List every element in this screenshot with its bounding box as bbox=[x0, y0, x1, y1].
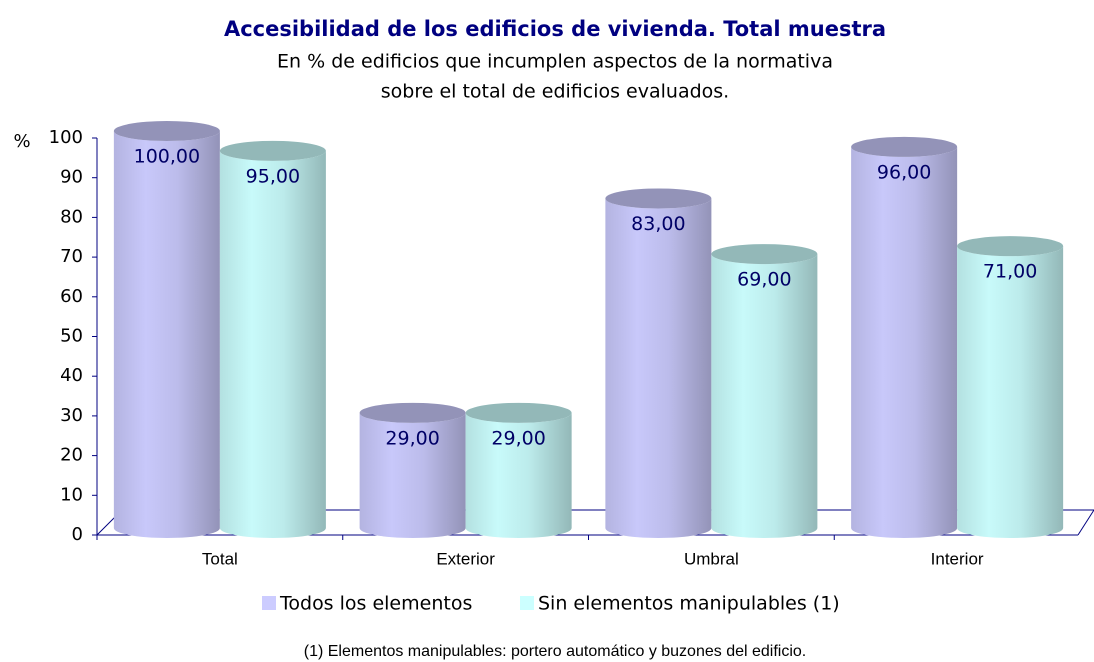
bar-shade bbox=[113, 131, 220, 538]
y-tick-label: 100 bbox=[49, 127, 83, 148]
bar-top-shade bbox=[851, 136, 958, 157]
bar-shade bbox=[465, 412, 572, 538]
legend-label: Sin elementos manipulables (1) bbox=[538, 593, 840, 615]
chart-title: Accesibilidad de los edificios de vivien… bbox=[224, 17, 886, 41]
bar-top-shade bbox=[605, 188, 712, 209]
bar-top bbox=[605, 188, 712, 209]
bar-shade bbox=[711, 254, 818, 538]
bar-top-shade bbox=[113, 121, 220, 141]
y-tick-label: 60 bbox=[60, 286, 83, 307]
y-tick-label: 90 bbox=[60, 167, 83, 188]
value-label: 95,00 bbox=[246, 165, 300, 187]
x-tick-label: Interior bbox=[931, 549, 984, 568]
x-tick-label: Umbral bbox=[684, 549, 739, 568]
bar-top bbox=[113, 121, 220, 141]
y-tick-label: 80 bbox=[60, 206, 83, 227]
x-tick-label: Total bbox=[202, 549, 238, 568]
y-tick-label: 30 bbox=[60, 405, 83, 426]
bar-top bbox=[359, 402, 466, 423]
legend-label: Todos los elementos bbox=[279, 593, 472, 615]
bar-top-shade bbox=[219, 140, 326, 161]
chart-subtitle: En % de edificios que incumplen aspectos… bbox=[277, 51, 833, 73]
value-label: 69,00 bbox=[737, 269, 791, 291]
value-label: 29,00 bbox=[385, 427, 439, 449]
value-label: 29,00 bbox=[491, 427, 545, 449]
bar-top bbox=[465, 402, 572, 423]
y-tick-label: 20 bbox=[60, 445, 83, 466]
bar-shade bbox=[359, 412, 466, 538]
chart-subtitle: sobre el total de edificios evaluados. bbox=[381, 81, 729, 103]
bar-shade bbox=[851, 146, 958, 538]
legend-swatch bbox=[262, 596, 276, 610]
bar-top bbox=[219, 140, 326, 161]
y-axis-label: % bbox=[13, 131, 30, 152]
x-tick-label: Exterior bbox=[436, 549, 495, 568]
value-label: 96,00 bbox=[877, 161, 931, 183]
bar-top-shade bbox=[465, 402, 572, 423]
bar-top bbox=[851, 136, 958, 157]
bar-top-shade bbox=[711, 244, 818, 265]
legend-swatch bbox=[520, 596, 534, 610]
bar-top-shade bbox=[957, 236, 1064, 257]
bar-top bbox=[711, 244, 818, 265]
bar-shade bbox=[219, 150, 326, 538]
value-label: 100,00 bbox=[134, 146, 200, 168]
bar-top bbox=[957, 236, 1064, 257]
bar-top-shade bbox=[359, 402, 466, 423]
y-tick-label: 10 bbox=[60, 484, 83, 505]
footnote: (1) Elementos manipulables: portero auto… bbox=[304, 643, 807, 660]
bar-shade bbox=[605, 198, 712, 539]
y-tick-label: 70 bbox=[60, 246, 83, 267]
bar-shade bbox=[957, 246, 1064, 538]
y-tick-label: 40 bbox=[60, 365, 83, 386]
floor-side bbox=[1077, 509, 1094, 536]
value-label: 71,00 bbox=[983, 261, 1037, 283]
y-tick-label: 50 bbox=[60, 326, 83, 347]
value-label: 83,00 bbox=[631, 213, 685, 235]
y-tick-label: 0 bbox=[72, 524, 83, 545]
